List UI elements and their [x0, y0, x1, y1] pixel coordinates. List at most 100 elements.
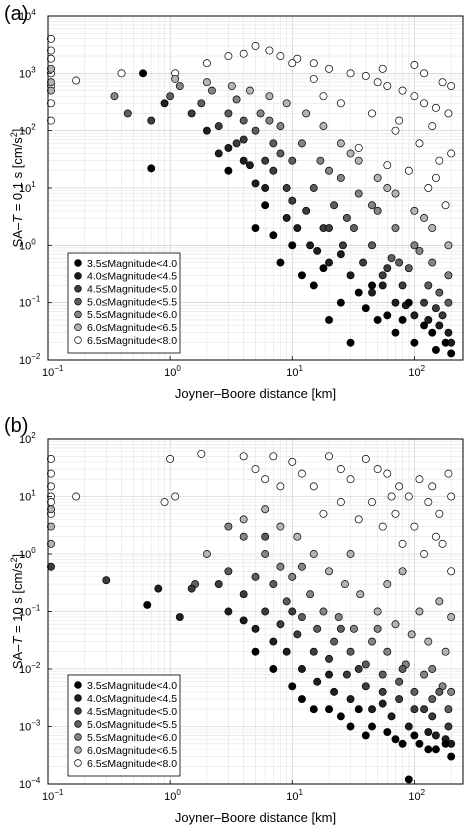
chart-a-svg: (a)10−1 100 101 10210−210−1100101102103104J…: [4, 3, 464, 401]
data-point-mag-class-3: [166, 92, 175, 101]
data-point-mag-class-1: [245, 161, 254, 170]
legend-label: 4.0≤Magnitude<4.5: [87, 693, 177, 705]
data-point-mag-class-1: [410, 311, 419, 320]
data-point-mag-class-3: [410, 687, 419, 696]
data-point-mag-class-1: [160, 99, 169, 108]
data-point-mag-class-1: [313, 246, 322, 255]
data-point-mag-class-5: [356, 590, 365, 599]
data-point-mag-class-4: [447, 687, 456, 696]
data-point-mag-class-5: [407, 630, 416, 639]
legend-box: [67, 674, 181, 777]
data-point-mag-class-2: [444, 722, 453, 731]
legend-label: 4.5≤Magnitude<5.0: [87, 284, 177, 296]
data-point-mag-class-6: [239, 49, 248, 58]
data-point-mag-class-4: [297, 139, 306, 148]
data-point-mag-class-3: [336, 624, 345, 633]
data-point-mag-class-5: [428, 224, 437, 233]
data-point-mag-class-6: [288, 59, 297, 68]
data-point-mag-class-0: [354, 288, 363, 297]
data-point-mag-class-0: [447, 752, 456, 761]
y-tick-label: 104: [19, 8, 36, 23]
data-point-mag-class-0: [410, 731, 419, 740]
x-tick-label: 102: [408, 364, 425, 379]
data-point-mag-class-1: [378, 281, 387, 290]
data-point-mag-class-5: [383, 184, 392, 192]
chart-panel-b: (b) 10−1 100 101 102 10−4 10−3 10−2 10−1 100 101 10…: [0, 412, 474, 827]
data-point-mag-class-3: [282, 597, 291, 606]
data-point-mag-class-6: [297, 469, 306, 478]
data-point-mag-class-6: [251, 465, 260, 474]
data-point-mag-class-4: [316, 156, 325, 165]
data-point-mag-class-6: [319, 92, 328, 101]
data-point-mag-class-5: [239, 515, 248, 524]
data-point-mag-class-0: [447, 349, 456, 358]
data-point-mag-class-3: [276, 149, 285, 158]
data-point-mag-class-6: [224, 52, 233, 61]
data-point-mag-class-2: [338, 241, 347, 250]
data-point-mag-class-6: [428, 482, 437, 491]
data-point-mag-class-3: [428, 695, 437, 704]
data-point-mag-class-4: [265, 116, 274, 125]
data-point-mag-class-5: [227, 82, 236, 91]
legend-label: 5.5≤Magnitude<6.0: [87, 309, 177, 321]
data-point-mag-class-0: [346, 722, 355, 731]
data-point-mag-class-5: [293, 532, 302, 541]
data-point-mag-class-6: [72, 492, 81, 501]
data-point-mag-class-6: [336, 465, 345, 474]
data-point-mag-class-0: [251, 224, 260, 233]
data-point-mag-class-6: [398, 86, 407, 95]
data-point-mag-class-6: [265, 46, 274, 55]
data-point-mag-class-3: [444, 705, 453, 714]
data-point-mag-class-0: [431, 345, 440, 354]
data-point-mag-class-4: [276, 122, 285, 131]
data-point-mag-class-0: [383, 311, 392, 320]
data-point-mag-class-5: [424, 637, 433, 646]
data-point-mag-class-5: [171, 74, 180, 83]
data-point-mag-class-6: [47, 116, 55, 125]
data-point-mag-class-6: [202, 59, 211, 68]
data-point-mag-class-1: [261, 184, 270, 192]
legend-marker: [74, 733, 82, 741]
data-point-mag-class-1: [424, 728, 433, 737]
data-point-mag-class-6: [47, 482, 55, 491]
data-point-mag-class-0: [361, 304, 370, 313]
data-point-mag-class-5: [47, 86, 55, 95]
data-point-mag-class-4: [391, 224, 400, 233]
legend-label: 4.0≤Magnitude<4.5: [87, 271, 177, 283]
y-tick-label: 10−1: [19, 604, 41, 619]
data-point-mag-class-6: [441, 201, 450, 210]
legend-label: 6.0≤Magnitude<6.5: [87, 745, 177, 757]
data-point-mag-class-6: [336, 99, 345, 108]
data-point-mag-class-0: [319, 264, 328, 273]
data-point-mag-class-3: [239, 116, 248, 125]
data-point-mag-class-6: [354, 143, 363, 152]
data-point-mag-class-5: [202, 78, 211, 87]
data-point-mag-class-6: [309, 74, 318, 83]
y-tick-label: 10−3: [19, 719, 41, 734]
data-point-mag-class-4: [368, 637, 376, 646]
legend-label: 4.5≤Magnitude<5.0: [87, 706, 177, 718]
data-point-mag-class-1: [368, 705, 376, 714]
data-point-mag-class-2: [309, 647, 318, 656]
data-point-mag-class-2: [378, 687, 387, 696]
data-point-mag-class-4: [368, 201, 376, 210]
x-tick-label: 100: [164, 788, 181, 803]
data-point-mag-class-4: [261, 550, 270, 558]
legend-marker: [74, 259, 82, 267]
data-point-mag-class-3: [197, 99, 206, 108]
data-point-mag-class-1: [202, 126, 211, 135]
data-point-mag-class-5: [325, 567, 333, 576]
data-point-mag-class-3: [368, 241, 376, 250]
data-point-mag-class-6: [420, 99, 429, 108]
x-tick-label: 10−1: [42, 788, 64, 803]
data-point-mag-class-2: [420, 298, 429, 307]
data-point-mag-class-4: [110, 92, 119, 101]
data-point-mag-class-1: [239, 616, 248, 625]
data-point-mag-class-6: [435, 509, 444, 518]
data-point-mag-class-1: [251, 624, 260, 633]
data-point-mag-class-0: [261, 201, 270, 210]
data-point-mag-class-6: [261, 475, 270, 484]
data-point-mag-class-2: [239, 590, 248, 599]
data-point-mag-class-5: [340, 580, 349, 589]
data-point-mag-class-2: [354, 665, 363, 673]
